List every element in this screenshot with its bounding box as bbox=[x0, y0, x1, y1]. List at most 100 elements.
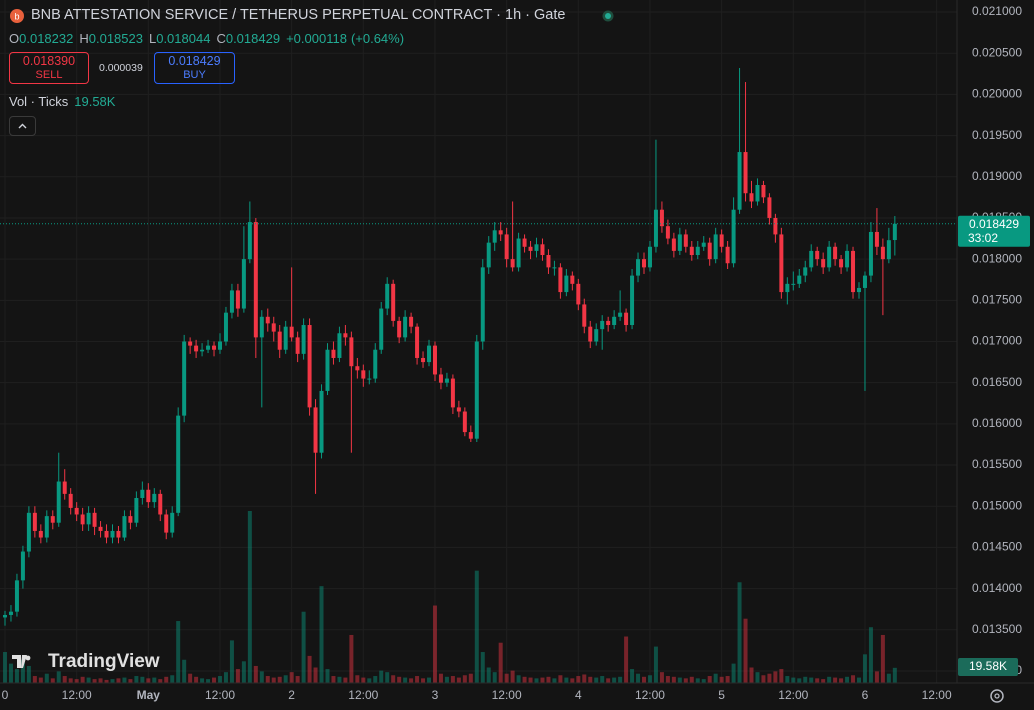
watermark-logo bbox=[12, 655, 27, 668]
volume-bar bbox=[504, 673, 509, 683]
volume-bar bbox=[421, 678, 426, 683]
volume-bar bbox=[856, 677, 861, 683]
candle-body bbox=[612, 316, 617, 326]
candle-body bbox=[851, 250, 856, 293]
candle-body bbox=[146, 489, 151, 503]
volume-bar bbox=[534, 678, 539, 683]
chart-title: BNB ATTESTATION SERVICE / TETHERUS PERPE… bbox=[31, 7, 566, 23]
candle-body bbox=[653, 209, 658, 247]
candle-body bbox=[379, 308, 384, 350]
candle-body bbox=[194, 345, 199, 352]
candle-body bbox=[44, 516, 49, 538]
volume-bar bbox=[546, 676, 551, 683]
candle-body bbox=[20, 551, 25, 581]
candle-body bbox=[62, 481, 67, 494]
buy-price[interactable]: 0.018429 bbox=[168, 54, 221, 68]
candle-body bbox=[295, 337, 300, 354]
candle-body bbox=[892, 223, 897, 241]
volume-bar bbox=[247, 511, 252, 683]
last-price-tag bbox=[958, 215, 1030, 247]
close-value: 0.018429 bbox=[225, 31, 281, 46]
x-tick-label: 12:00 bbox=[635, 688, 665, 702]
volume-bar bbox=[271, 677, 276, 683]
volume-bar bbox=[803, 676, 808, 683]
candle-body bbox=[642, 259, 647, 268]
volume-bar bbox=[68, 678, 73, 683]
y-tick-label: 0.016000 bbox=[972, 416, 1022, 430]
candle-body bbox=[50, 516, 55, 523]
x-tick-label: 12:00 bbox=[205, 688, 235, 702]
volume-bar bbox=[606, 678, 611, 683]
settings-icon[interactable] bbox=[990, 689, 1004, 703]
candle-body bbox=[540, 244, 545, 256]
candle-body bbox=[38, 530, 43, 538]
candle-body bbox=[564, 275, 569, 293]
sell-label[interactable]: SELL bbox=[35, 69, 63, 81]
candle-body bbox=[647, 246, 652, 268]
candle-body bbox=[319, 390, 324, 453]
buy-button[interactable]: 0.018429 BUY bbox=[154, 52, 235, 84]
volume-bar bbox=[647, 675, 652, 683]
candle-body bbox=[486, 242, 491, 268]
volume-bar bbox=[2, 652, 7, 683]
high-value: 0.018523 bbox=[88, 31, 143, 46]
collapse-button[interactable] bbox=[9, 116, 36, 136]
candle-body bbox=[92, 512, 97, 527]
volume-bar bbox=[379, 670, 384, 683]
sell-price[interactable]: 0.018390 bbox=[22, 54, 76, 68]
ohlc-label: H bbox=[79, 31, 89, 46]
watermark: TradingView bbox=[12, 651, 160, 672]
y-tick-label: 0.020000 bbox=[972, 87, 1022, 101]
volume-bar bbox=[223, 672, 228, 683]
candle-body bbox=[600, 320, 605, 330]
buy-label[interactable]: BUY bbox=[183, 69, 206, 81]
volume-bar bbox=[749, 667, 754, 683]
candle-body bbox=[827, 246, 832, 268]
candle-body bbox=[397, 320, 402, 338]
y-tick-label: 0.019500 bbox=[972, 128, 1022, 142]
volume-bar bbox=[212, 677, 217, 683]
volume-bar bbox=[152, 677, 157, 683]
collapse-icon[interactable] bbox=[10, 117, 35, 135]
candle-body bbox=[134, 498, 139, 523]
volume-bar bbox=[80, 676, 85, 683]
watermark-logo-dot bbox=[25, 655, 31, 661]
candle-body bbox=[701, 242, 706, 247]
volume-bar bbox=[62, 676, 67, 683]
volume-value: 19.58K bbox=[74, 94, 116, 109]
candle-body bbox=[164, 514, 169, 533]
volume-bar bbox=[128, 679, 133, 683]
sell-button[interactable]: 0.018390 SELL bbox=[9, 52, 89, 84]
volume-bar bbox=[295, 676, 300, 683]
candle-body bbox=[450, 378, 455, 408]
volume-bar bbox=[283, 675, 288, 683]
volume-bar bbox=[8, 663, 13, 683]
candle-body bbox=[761, 184, 766, 198]
candle-body bbox=[624, 312, 629, 326]
settings-button[interactable] bbox=[990, 689, 1004, 703]
candle-body bbox=[749, 193, 754, 202]
volume-bar bbox=[182, 659, 187, 683]
y-tick-label: 0.016500 bbox=[972, 375, 1022, 389]
candle-body bbox=[713, 234, 718, 260]
volume-bar bbox=[725, 676, 730, 683]
volume-bar bbox=[498, 642, 503, 683]
volume-bar bbox=[403, 677, 408, 683]
candle-body bbox=[74, 507, 79, 515]
volume-bar bbox=[594, 677, 599, 683]
candle-body bbox=[26, 512, 31, 552]
candle-body bbox=[259, 316, 264, 338]
volume-bar bbox=[301, 611, 306, 683]
candle-body bbox=[313, 407, 318, 453]
candle-body bbox=[122, 516, 127, 538]
settings-icon-center[interactable] bbox=[994, 693, 1000, 699]
candle-body bbox=[432, 345, 437, 375]
candle-body bbox=[217, 341, 222, 350]
volume-bar bbox=[409, 678, 414, 683]
volume-bar bbox=[653, 646, 658, 683]
volume-bar bbox=[259, 671, 264, 683]
candle-body bbox=[421, 357, 426, 363]
y-tick-label: 0.020500 bbox=[972, 45, 1022, 59]
volume-bar bbox=[265, 676, 270, 683]
volume-bar bbox=[552, 678, 557, 683]
